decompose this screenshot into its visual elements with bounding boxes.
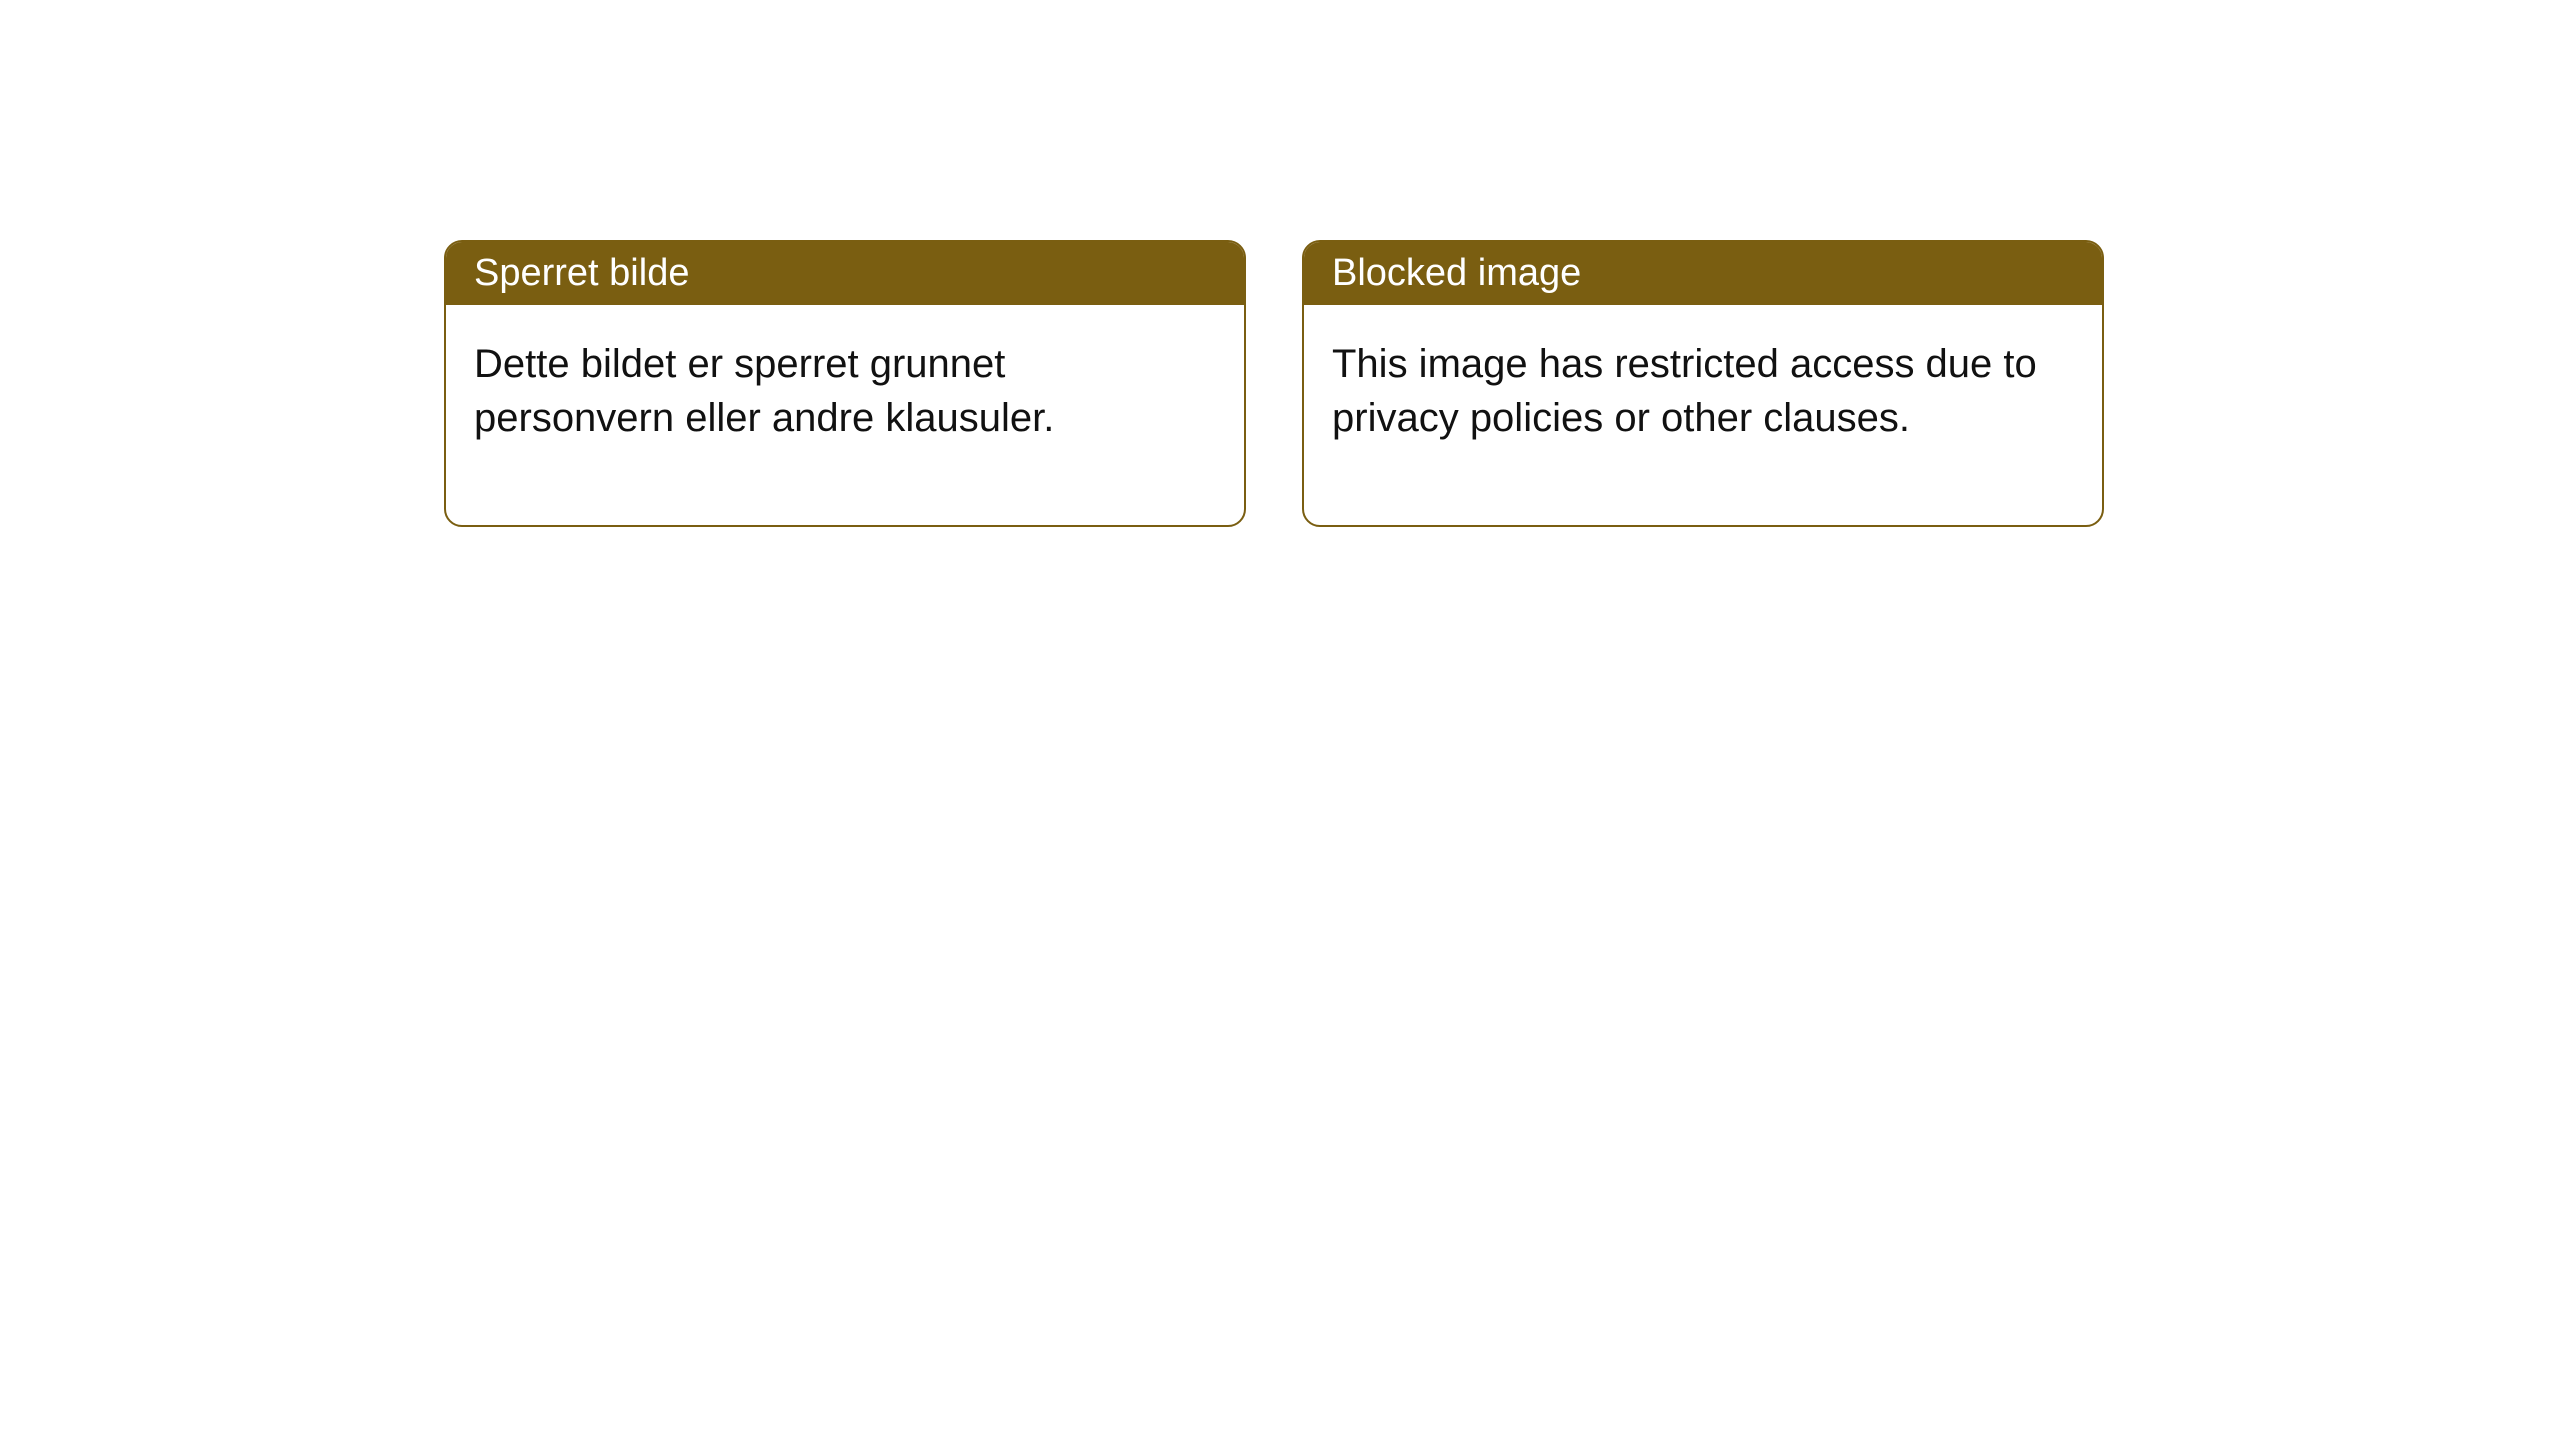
card-body-text: This image has restricted access due to …	[1332, 342, 2037, 440]
card-body-text: Dette bildet er sperret grunnet personve…	[474, 342, 1054, 440]
card-body: This image has restricted access due to …	[1304, 305, 2102, 525]
card-title: Sperret bilde	[474, 252, 689, 294]
card-body: Dette bildet er sperret grunnet personve…	[446, 305, 1244, 525]
notice-card-english: Blocked image This image has restricted …	[1302, 240, 2104, 527]
notice-cards-container: Sperret bilde Dette bildet er sperret gr…	[444, 240, 2104, 527]
notice-card-norwegian: Sperret bilde Dette bildet er sperret gr…	[444, 240, 1246, 527]
card-header: Blocked image	[1304, 242, 2102, 305]
card-header: Sperret bilde	[446, 242, 1244, 305]
card-title: Blocked image	[1332, 252, 1581, 294]
